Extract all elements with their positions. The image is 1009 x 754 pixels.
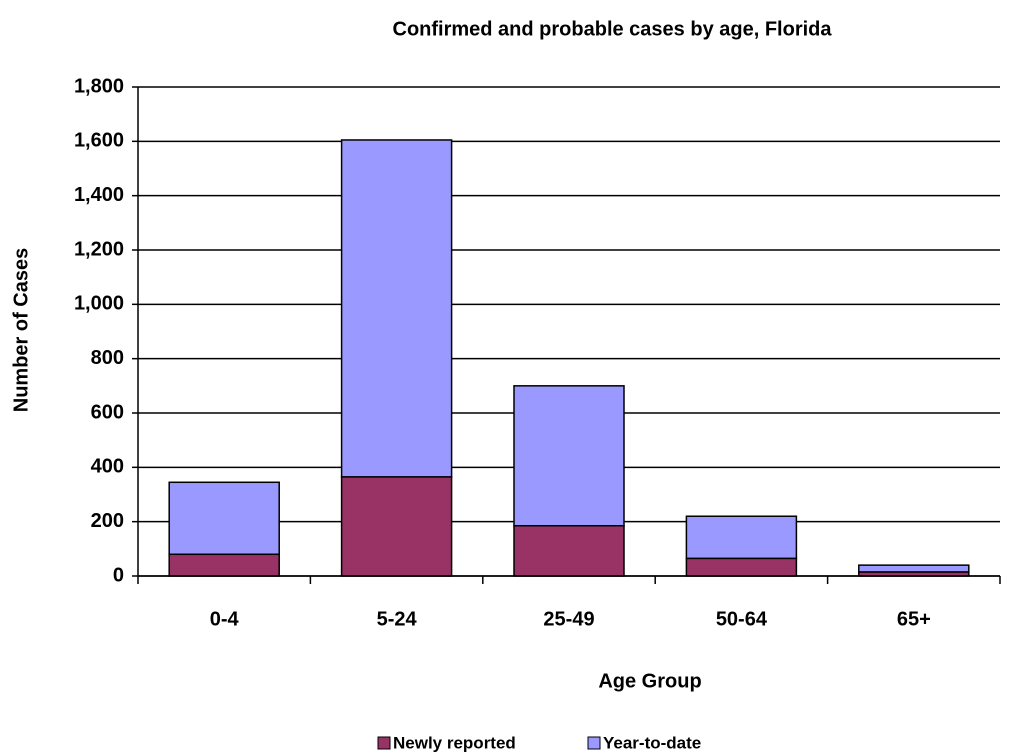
legend-label: Newly reported: [393, 733, 516, 752]
y-tick-label: 800: [91, 347, 124, 369]
bar-segment: [513, 385, 625, 527]
bar-segment: [513, 524, 625, 577]
y-tick-label: 1,800: [74, 75, 124, 97]
x-tick-label: 25-49: [543, 608, 594, 630]
bar-segment: [340, 139, 453, 478]
x-tick-label: 65+: [897, 608, 931, 630]
legend-label: Year-to-date: [603, 733, 701, 752]
y-tick-label: 200: [91, 510, 124, 532]
y-tick-label: 1,400: [74, 184, 124, 206]
chart-title: Confirmed and probable cases by age, Flo…: [393, 18, 833, 40]
y-tick-label: 400: [91, 456, 124, 478]
y-tick-label: 600: [91, 401, 124, 423]
bar-segment: [685, 557, 798, 577]
legend-swatch: [377, 736, 391, 750]
x-tick-label: 0-4: [210, 608, 240, 630]
y-axis-title: Number of Cases: [10, 248, 32, 413]
bar-segment: [858, 564, 970, 573]
bar-segment: [168, 553, 280, 577]
x-axis-title: Age Group: [598, 670, 701, 692]
x-tick-label: 5-24: [377, 608, 418, 630]
x-tick-label: 50-64: [716, 608, 768, 630]
y-tick-label: 1,000: [74, 293, 124, 315]
bar-segment: [168, 481, 280, 556]
y-tick-label: 1,200: [74, 238, 124, 260]
y-tick-label: 1,600: [74, 130, 124, 152]
legend-swatch: [587, 736, 601, 750]
bar-segment: [685, 515, 798, 560]
y-tick-label: 0: [113, 564, 124, 586]
bar-segment: [340, 476, 453, 577]
